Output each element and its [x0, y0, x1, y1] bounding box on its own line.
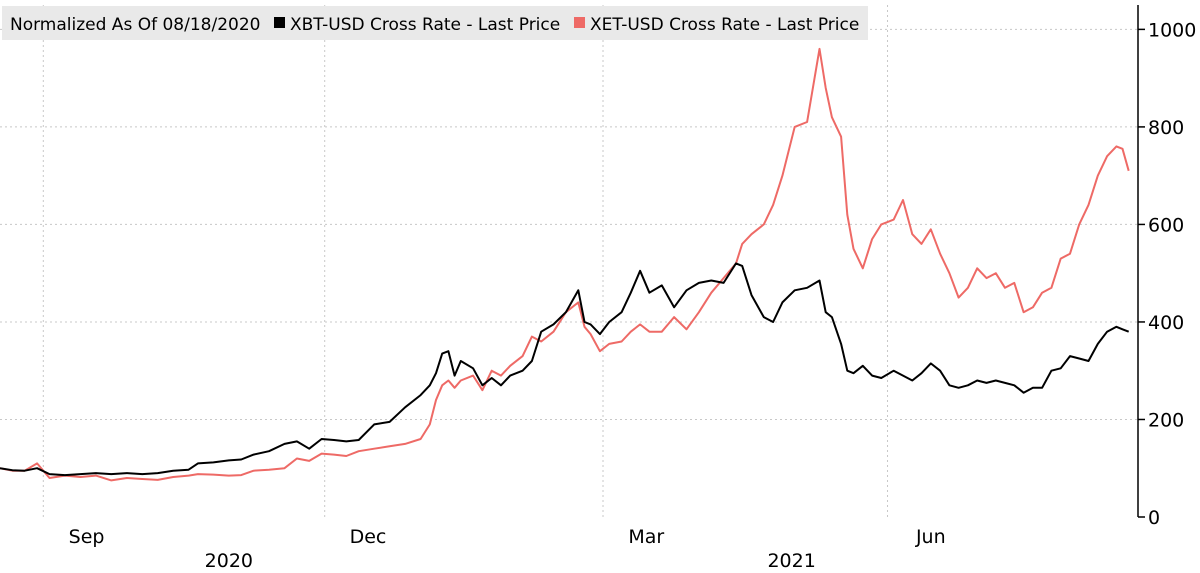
x-axis: Sep Dec Mar Jun 2020 2021 — [69, 526, 946, 572]
x-tick-label-mar: Mar — [628, 526, 664, 548]
y-tick-label-1000: 1000 — [1148, 19, 1196, 41]
legend-title: Normalized As Of 08/18/2020 — [10, 15, 260, 35]
x-year-label-2020: 2020 — [205, 550, 253, 572]
legend-swatch-xet — [574, 17, 585, 28]
legend: Normalized As Of 08/18/2020 XBT-USD Cros… — [2, 6, 868, 40]
grid — [0, 5, 1138, 517]
y-tick-label-800: 800 — [1148, 117, 1184, 139]
x-tick-label-sep: Sep — [69, 526, 105, 548]
legend-label-xbt: XBT-USD Cross Rate - Last Price — [290, 15, 560, 35]
y-tick-label-0: 0 — [1148, 507, 1160, 529]
x-tick-label-jun: Jun — [915, 526, 946, 548]
legend-background — [2, 6, 868, 40]
y-tick-label-600: 600 — [1148, 214, 1184, 236]
series-layer — [0, 47, 1130, 482]
x-year-label-2021: 2021 — [767, 550, 815, 572]
x-tick-label-dec: Dec — [350, 526, 387, 548]
legend-label-xet: XET-USD Cross Rate - Last Price — [590, 15, 859, 35]
legend-swatch-xbt — [274, 17, 285, 28]
y-axis: 0 200 400 600 800 1000 — [1138, 19, 1196, 529]
series-line-xbt — [0, 262, 1130, 477]
y-tick-label-200: 200 — [1148, 409, 1184, 431]
y-tick-label-400: 400 — [1148, 312, 1184, 334]
series-line-xet — [0, 47, 1130, 482]
